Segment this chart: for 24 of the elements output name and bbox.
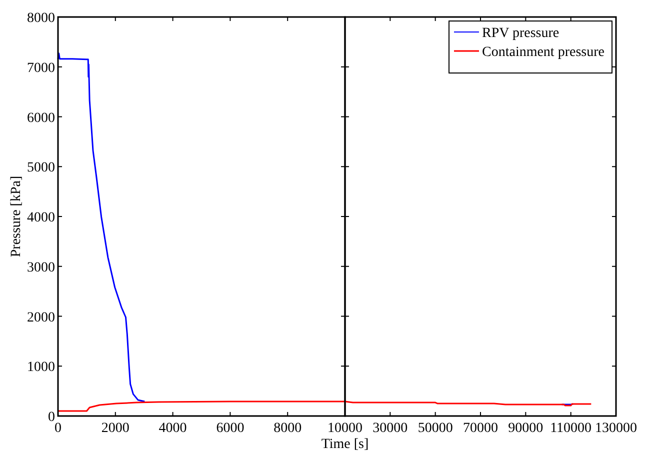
x-tick-label: 110000 [550, 421, 592, 436]
y-tick-label: 7000 [27, 60, 55, 76]
x-tick-label: 90000 [508, 421, 544, 436]
y-tick-label: 2000 [27, 310, 55, 326]
x-tick-label: 30000 [372, 421, 408, 436]
x-tick-label: 6000 [216, 421, 244, 436]
x-tick-label: 50000 [418, 421, 453, 436]
x-tick-label: 8000 [274, 421, 302, 436]
legend-label: Containment pressure [482, 45, 604, 60]
x-tick-label: 4000 [158, 421, 187, 436]
x-tick-label: 2000 [101, 421, 130, 436]
y-tick-label: 0 [48, 410, 55, 425]
x-tick-label: 10000 [328, 421, 362, 436]
y-axis-title: Pressure [kPa] [9, 176, 24, 258]
x-tick-label: 70000 [463, 421, 498, 436]
y-tick-label: 1000 [27, 360, 55, 376]
y-tick-label: 8000 [27, 11, 55, 26]
y-tick-label: 4000 [27, 210, 55, 226]
y-tick-label: 5000 [27, 160, 55, 176]
y-tick-label: 3000 [27, 260, 55, 276]
y-tick-label: 6000 [27, 110, 55, 126]
x-tick-label: 130000 [595, 421, 637, 436]
legend-label: RPV pressure [482, 26, 560, 41]
x-axis-title: Time [s] [321, 437, 369, 452]
